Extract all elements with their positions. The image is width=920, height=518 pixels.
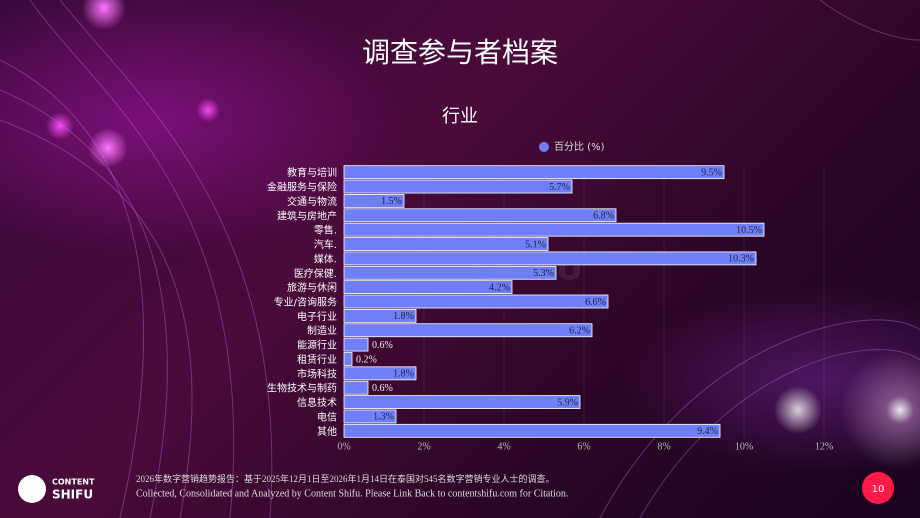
value-label: 5.7% [549, 182, 570, 193]
bar [343, 395, 581, 409]
value-label: 0.6% [372, 383, 393, 394]
value-label: 10.5% [736, 225, 762, 236]
bar [343, 294, 609, 309]
value-label: 0.6% [372, 340, 393, 351]
value-label: 9.4% [697, 426, 718, 437]
value-label: 10.3% [728, 254, 754, 265]
bar [343, 280, 513, 295]
value-label: 1.5% [381, 196, 402, 207]
category-label: 市场科技 [297, 367, 337, 380]
bar [343, 366, 417, 381]
value-label: 6.6% [585, 297, 606, 308]
bar [343, 380, 369, 395]
category-label: 信息技术 [297, 396, 337, 409]
bar [343, 179, 573, 194]
category-label: 电子行业 [297, 310, 337, 323]
x-tick-label: 8% [657, 441, 670, 452]
category-label: 能源行业 [297, 339, 337, 352]
value-label: 1.8% [393, 311, 414, 322]
bar [343, 323, 593, 338]
category-label: 交通与物流 [287, 195, 337, 208]
bar [343, 409, 397, 424]
legend-swatch [539, 142, 549, 152]
bar [343, 194, 405, 208]
value-label: 5.1% [525, 239, 546, 250]
category-label: 医疗保健. [294, 267, 337, 280]
value-label: 1.8% [393, 369, 414, 380]
value-label: 6.8% [593, 211, 614, 222]
logo-icon [18, 475, 46, 503]
bar [343, 265, 557, 280]
page-number: 10 [872, 484, 885, 495]
category-label: 建筑与房地产 [277, 209, 337, 222]
category-label: 租赁行业 [297, 353, 337, 366]
value-label: 5.9% [557, 397, 578, 408]
x-tick-label: 0% [337, 441, 350, 452]
x-tick-label: 10% [735, 441, 753, 452]
bar [343, 237, 549, 251]
value-label: 1.3% [373, 412, 394, 423]
category-label: 生物技术与制药 [267, 382, 337, 395]
category-label: 旅游与休闲 [287, 281, 337, 294]
footer-note: 2026年数字营销趋势报告：基于2025年12月1日至2026年1月14日在泰国… [136, 473, 555, 484]
x-tick-label: 6% [577, 441, 590, 452]
value-label: 6.2% [569, 326, 590, 337]
x-tick-label: 4% [497, 441, 510, 452]
page-badge [862, 472, 894, 504]
logo-text: SHIFU [52, 488, 93, 502]
category-label: 制造业 [307, 324, 337, 337]
category-label: 金融服务与保险 [267, 181, 337, 194]
chart-title: 行业 [442, 106, 478, 127]
category-label: 教育与培训 [287, 166, 337, 179]
legend-label: 百分比 (%) [554, 141, 605, 153]
value-label: 0.2% [356, 354, 377, 365]
category-label: 汽车. [314, 238, 337, 251]
x-tick-label: 12% [815, 441, 833, 452]
value-label: 4.2% [489, 282, 510, 293]
bar [343, 251, 757, 266]
bar [343, 308, 417, 323]
bar [343, 352, 353, 366]
value-label: 9.5% [701, 167, 722, 178]
footer-note: Collected, Consolidated and Analyzed by … [136, 488, 568, 499]
bar [343, 222, 765, 237]
bar [343, 423, 721, 438]
bar [343, 208, 617, 223]
slide-title: 调查参与者档案 [362, 36, 558, 69]
category-label: 电信 [317, 410, 337, 423]
category-label: 零售. [314, 224, 337, 237]
category-label: 媒体. [314, 253, 337, 265]
x-tick-label: 2% [417, 441, 430, 452]
bar [343, 337, 369, 352]
bar [343, 165, 725, 180]
category-label: 其他 [317, 425, 337, 438]
logo-text: CONTENT [52, 478, 95, 487]
category-label: 专业/咨询服务 [274, 296, 337, 309]
value-label: 5.3% [533, 268, 554, 279]
